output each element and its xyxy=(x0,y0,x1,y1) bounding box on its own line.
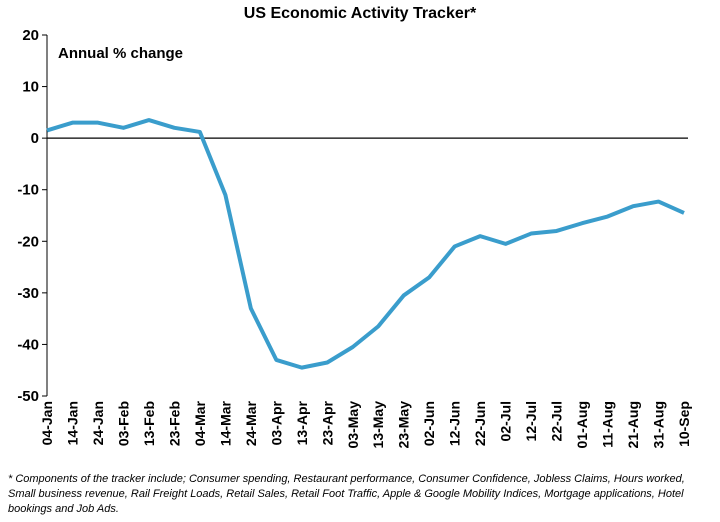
x-tick-label: 14-Mar xyxy=(217,400,233,446)
x-tick-label: 24-Jan xyxy=(90,401,106,445)
x-tick-label: 04-Jan xyxy=(39,401,55,445)
x-tick-label: 13-Feb xyxy=(141,401,157,446)
x-tick-label: 23-Apr xyxy=(319,400,335,445)
x-tick-label: 12-Jul xyxy=(523,401,539,441)
y-tick-label: -50 xyxy=(17,388,39,405)
x-tick-label: 22-Jun xyxy=(472,401,488,446)
x-tick-label: 14-Jan xyxy=(64,401,80,445)
x-tick-label: 21-Aug xyxy=(625,401,641,448)
x-tick-label: 13-May xyxy=(370,401,386,449)
x-tick-label: 24-Mar xyxy=(243,400,259,446)
annotation: Annual % change xyxy=(58,45,183,62)
x-tick-label: 11-Aug xyxy=(600,401,616,448)
y-tick-label: 20 xyxy=(22,27,39,44)
x-tick-label: 01-Aug xyxy=(574,401,590,448)
y-tick-label: -20 xyxy=(17,233,39,250)
y-tick-label: -40 xyxy=(17,336,39,353)
y-tick-label: -30 xyxy=(17,285,39,302)
footnote: * Components of the tracker include; Con… xyxy=(8,473,685,515)
chart: US Economic Activity Tracker* Annual % c… xyxy=(17,5,692,449)
x-tick-label: 23-Feb xyxy=(166,401,182,446)
x-tick-label: 12-Jun xyxy=(447,401,463,446)
x-tick-label: 13-Apr xyxy=(294,400,310,445)
x-tick-label: 31-Aug xyxy=(651,401,667,448)
x-tick-label: 03-May xyxy=(345,401,361,449)
line xyxy=(46,118,685,370)
chart-title: US Economic Activity Tracker* xyxy=(244,5,477,22)
x-tick-label: 02-Jul xyxy=(498,401,514,441)
y-tick-label: 10 xyxy=(22,79,39,96)
x-tick-label: 03-Apr xyxy=(268,400,284,445)
x-tick-label: 23-May xyxy=(396,401,412,449)
x-tick-label: 22-Jul xyxy=(549,401,565,441)
y-tick-label: -10 xyxy=(17,182,39,199)
y-tick-label: 0 xyxy=(31,130,39,147)
x-tick-label: 10-Sep xyxy=(676,401,692,447)
x-tick-label: 04-Mar xyxy=(192,400,208,446)
x-tick-label: 03-Feb xyxy=(115,401,131,446)
x-tick-label: 02-Jun xyxy=(421,401,437,446)
